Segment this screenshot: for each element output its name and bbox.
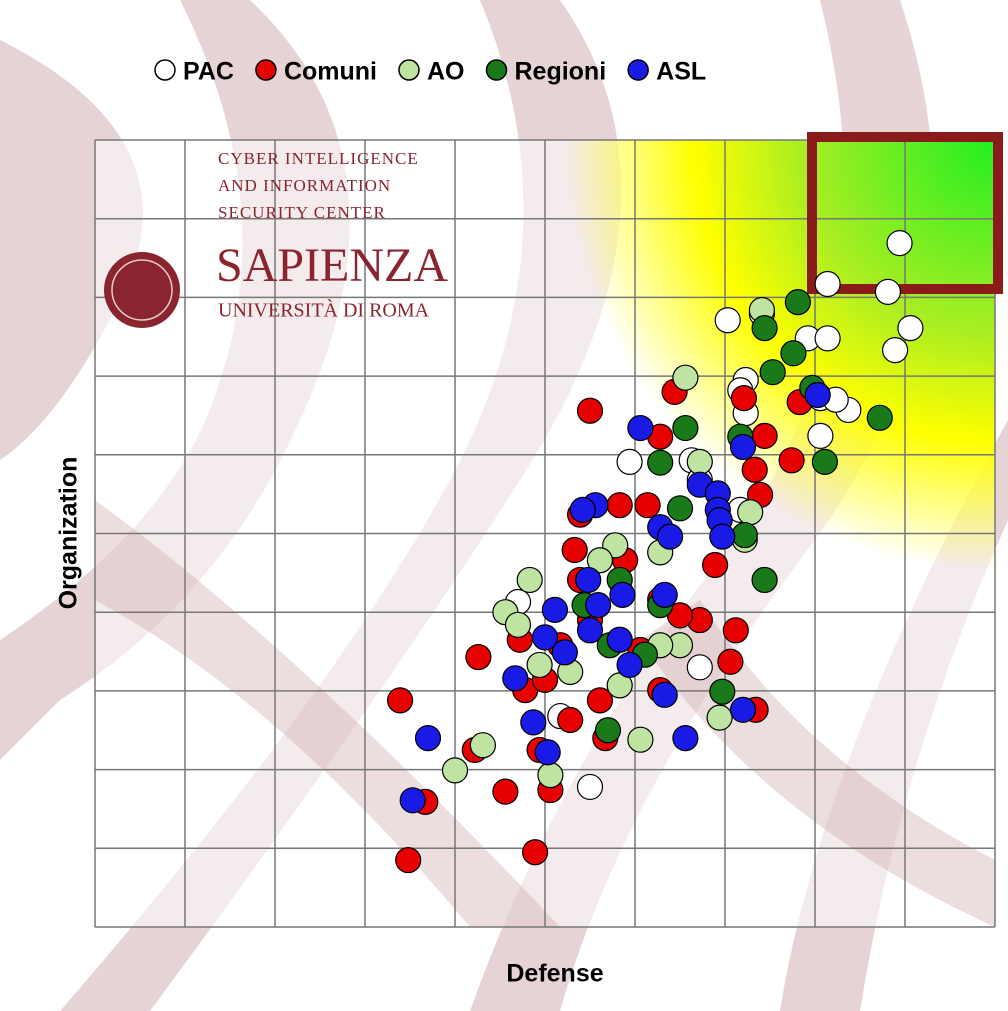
data-point (586, 593, 611, 618)
data-point (523, 840, 548, 865)
logo-subname: Università di Roma (218, 299, 430, 322)
data-point (731, 697, 756, 722)
legend-marker (486, 60, 506, 80)
y-axis-label: Organization (55, 457, 83, 610)
legend-marker (155, 60, 175, 80)
data-point (673, 416, 698, 441)
data-point (517, 567, 542, 592)
data-point (898, 316, 923, 341)
data-point (732, 523, 757, 548)
data-point (607, 493, 632, 518)
data-point (815, 326, 840, 351)
legend-label: Comuni (284, 58, 377, 86)
data-point (521, 710, 546, 735)
data-point (535, 740, 560, 765)
data-point (875, 279, 900, 304)
data-point (470, 733, 495, 758)
legend-marker (399, 60, 419, 80)
data-point (781, 341, 806, 366)
data-point (752, 567, 777, 592)
data-point (596, 718, 621, 743)
data-point (715, 308, 740, 333)
data-point (658, 524, 683, 549)
data-point (607, 627, 632, 652)
data-point (570, 497, 595, 522)
data-point (808, 423, 833, 448)
data-point (652, 582, 677, 607)
data-point (731, 434, 756, 459)
data-point (400, 788, 425, 813)
data-point (883, 338, 908, 363)
data-point (617, 652, 642, 677)
logo-seal (104, 252, 180, 328)
data-point (687, 655, 712, 680)
data-point (466, 645, 491, 670)
logo-line: Security Center (218, 203, 386, 222)
logo-line: Cyber Intelligence (218, 149, 419, 168)
data-point (673, 726, 698, 751)
legend-label: ASL (656, 58, 706, 86)
data-point (707, 705, 732, 730)
data-point (648, 450, 673, 475)
data-point (779, 448, 804, 473)
data-point (503, 666, 528, 691)
data-point (578, 398, 603, 423)
data-point (443, 758, 468, 783)
data-point (812, 449, 837, 474)
chart: Cyber Intelligence and Information Secur… (0, 0, 1008, 1011)
logo-name: Sapienza (216, 239, 448, 292)
data-point (752, 316, 777, 341)
data-point (542, 597, 567, 622)
data-point (673, 365, 698, 390)
data-point (731, 386, 756, 411)
data-point (718, 649, 743, 674)
legend-marker (256, 60, 276, 80)
data-point (805, 382, 830, 407)
legend-label: AO (427, 58, 465, 86)
data-point (815, 272, 840, 297)
data-point (628, 416, 653, 441)
data-point (578, 774, 603, 799)
data-point (562, 538, 587, 563)
data-point (506, 612, 531, 637)
legend-marker (628, 60, 648, 80)
data-point (527, 652, 552, 677)
data-point (396, 848, 421, 873)
data-point (723, 618, 748, 643)
data-point (867, 405, 892, 430)
data-point (887, 231, 912, 256)
data-point (760, 360, 785, 385)
data-point (416, 726, 441, 751)
data-point (738, 500, 763, 525)
data-point (610, 582, 635, 607)
data-point (628, 727, 653, 752)
data-point (710, 524, 735, 549)
data-point (785, 290, 810, 315)
data-point (538, 763, 563, 788)
legend-label: Regioni (514, 58, 606, 86)
data-point (635, 493, 660, 518)
data-point (703, 552, 728, 577)
legend-label: PAC (183, 58, 234, 86)
data-point (687, 449, 712, 474)
logo-line: and Information (218, 176, 391, 195)
data-point (668, 496, 693, 521)
data-point (710, 679, 735, 704)
x-axis-label: Defense (506, 960, 603, 988)
data-point (576, 567, 601, 592)
data-point (493, 779, 518, 804)
data-point (578, 618, 603, 643)
data-point (388, 688, 413, 713)
data-point (652, 682, 677, 707)
data-point (558, 708, 583, 733)
data-point (552, 640, 577, 665)
data-point (617, 449, 642, 474)
data-point (742, 457, 767, 482)
